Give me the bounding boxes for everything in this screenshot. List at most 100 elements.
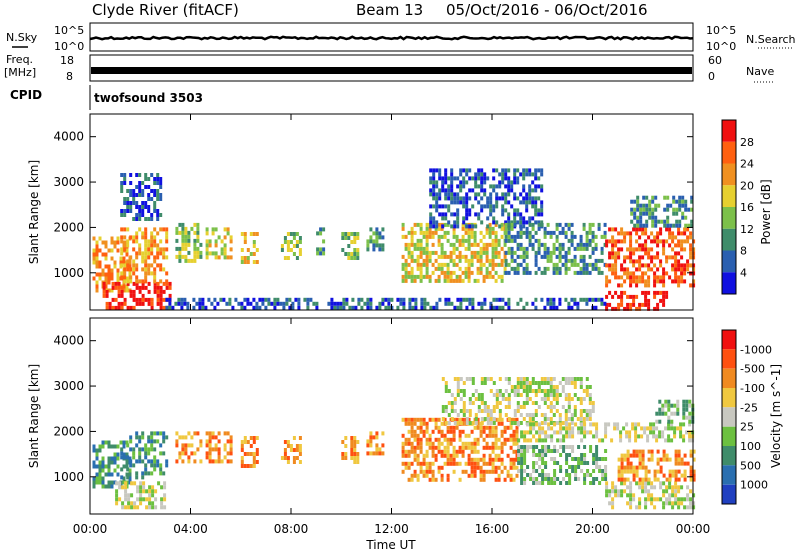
power-cell <box>295 256 299 260</box>
power-cell <box>123 197 127 201</box>
velocity-cell <box>477 393 481 397</box>
power-cell <box>666 219 670 224</box>
velocity-cell <box>537 385 541 389</box>
velocity-cell <box>419 429 423 434</box>
ytick-label: 3000 <box>53 175 84 189</box>
power-cell <box>468 168 472 173</box>
velocity-cell <box>156 459 160 464</box>
power-cell <box>198 297 202 302</box>
power-cell <box>648 203 652 208</box>
power-cell <box>435 220 439 225</box>
power-cell <box>528 200 532 205</box>
power-cell <box>588 270 592 275</box>
velocity-cell <box>243 464 247 468</box>
velocity-cell <box>598 481 602 485</box>
power-cell <box>429 176 433 181</box>
power-cell <box>156 243 160 248</box>
power-cell <box>674 259 678 264</box>
power-cell <box>429 212 433 217</box>
velocity-cell <box>243 440 247 444</box>
velocity-cell <box>553 461 557 465</box>
power-cell <box>668 231 672 236</box>
power-cell <box>546 246 550 251</box>
power-cell <box>516 254 520 259</box>
power-cell <box>104 284 108 289</box>
power-cell <box>485 254 489 259</box>
velocity-cell <box>181 447 185 452</box>
velocity-cell <box>431 449 435 454</box>
power-cell <box>366 247 370 252</box>
velocity-cell <box>240 456 244 460</box>
velocity-cell <box>683 453 687 458</box>
power-cell <box>692 239 696 244</box>
velocity-cell <box>483 401 487 405</box>
velocity-cell <box>689 469 693 474</box>
power-cell <box>292 252 296 256</box>
power-cell <box>353 252 357 256</box>
power-cell <box>437 274 441 279</box>
velocity-cell <box>556 430 560 435</box>
power-cell <box>552 242 556 247</box>
power-cell <box>107 268 111 273</box>
velocity-cell <box>151 505 155 510</box>
velocity-cell <box>526 430 530 435</box>
velocity-region-4 <box>205 431 233 464</box>
velocity-cell <box>148 493 152 498</box>
velocity-cell <box>670 419 674 424</box>
power-cell <box>129 279 133 284</box>
velocity-cell <box>95 464 99 469</box>
power-cell <box>129 201 133 205</box>
power-cell <box>668 275 672 280</box>
velocity-cell <box>404 437 408 442</box>
power-cell <box>510 246 514 251</box>
power-cell <box>666 203 670 208</box>
velocity-cell <box>491 433 495 438</box>
power-cell <box>423 297 427 302</box>
power-cell <box>510 238 514 243</box>
velocity-cell <box>534 401 538 405</box>
power-cell <box>123 173 127 177</box>
velocity-cell <box>491 469 495 474</box>
power-cell <box>404 278 408 283</box>
power-cell <box>156 255 160 260</box>
velocity-cell <box>532 445 536 449</box>
velocity-cell <box>407 441 411 446</box>
power-cell <box>510 266 514 271</box>
velocity-cell <box>470 429 474 434</box>
velocity-cell <box>589 422 593 427</box>
power-cell <box>585 270 589 275</box>
power-cell <box>237 301 241 306</box>
power-cell <box>438 172 442 177</box>
power-cell <box>110 236 114 241</box>
velocity-cell <box>506 437 510 442</box>
power-cell <box>264 305 268 310</box>
velocity-cell <box>620 481 624 486</box>
velocity-cell <box>534 413 538 417</box>
velocity-cell <box>101 464 105 469</box>
colorbar-segment <box>722 465 736 485</box>
power-cell <box>128 264 132 269</box>
velocity-cell <box>199 443 203 448</box>
velocity-cell <box>528 381 532 385</box>
power-cell <box>525 270 529 275</box>
power-cell <box>692 247 696 252</box>
velocity-cell <box>629 497 633 502</box>
power-cell <box>492 216 496 221</box>
power-cell <box>246 301 250 306</box>
velocity-cell <box>98 468 102 473</box>
power-cell <box>516 262 520 267</box>
power-cell <box>528 196 532 201</box>
velocity-cell <box>665 501 669 506</box>
velocity-cell <box>153 467 157 472</box>
velocity-cell <box>535 453 539 457</box>
power-cell <box>110 288 114 293</box>
power-cell <box>605 283 609 288</box>
velocity-cell <box>526 445 530 449</box>
velocity-cell <box>583 461 587 465</box>
power-cell <box>435 200 439 205</box>
velocity-cell <box>350 436 354 440</box>
power-cell <box>567 226 571 231</box>
power-cell <box>543 226 547 231</box>
velocity-cell <box>523 481 527 485</box>
velocity-cell <box>622 426 626 431</box>
